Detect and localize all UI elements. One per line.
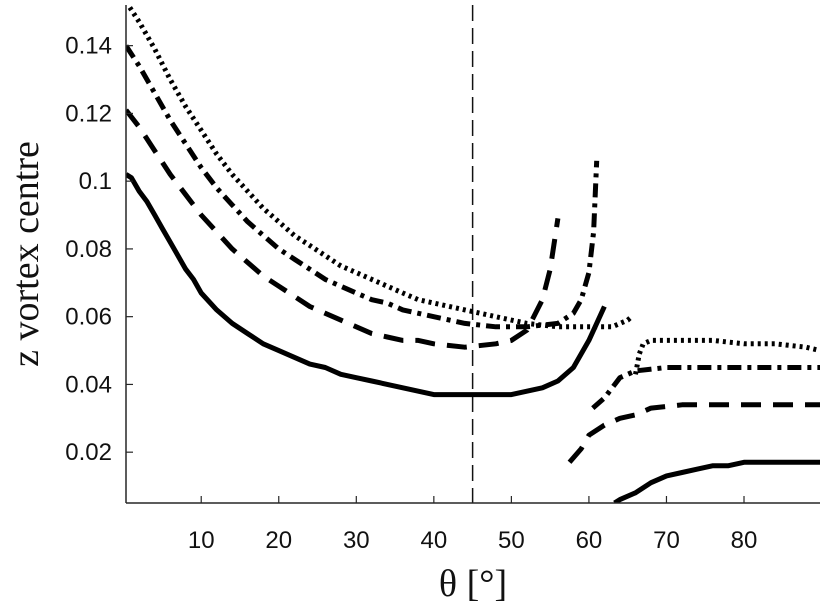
y-tick-label: 0.14 [65,33,112,60]
x-ticks: 10 20 30 40 50 60 70 80 [188,496,757,554]
x-tick-label: 20 [265,527,292,554]
x-tick-label: 50 [498,527,525,554]
x-tick-label: 40 [420,527,447,554]
axes [125,5,820,504]
y-tick-label: 0.1 [79,168,112,195]
series-dash-dot-branch-1 [126,44,600,330]
x-tick-label: 70 [653,527,680,554]
x-tick-label: 60 [576,527,603,554]
series-solid-branch-1 [126,172,607,398]
series-solid-branch-2 [613,459,820,503]
series-dotted-branch-1 [126,5,634,330]
series-dashed-branch-2 [567,402,820,464]
series-dash-dot-branch-2 [591,365,820,410]
series-dotted-branch-2 [633,337,820,375]
x-tick-label: 10 [188,527,215,554]
y-ticks: 0.02 0.04 0.06 0.08 0.1 0.12 0.14 [65,33,133,466]
x-tick-label: 30 [343,527,370,554]
y-axis-label: z vortex centre [5,141,47,367]
x-tick-label: 80 [731,527,758,554]
y-tick-label: 0.06 [65,304,112,331]
y-tick-label: 0.02 [65,439,112,466]
series-dashed-branch-1 [126,108,561,350]
y-tick-label: 0.04 [65,371,112,398]
x-axis-label: θ [°] [439,563,507,605]
series-layer [126,5,820,503]
y-tick-label: 0.08 [65,236,112,263]
y-tick-label: 0.12 [65,100,112,127]
